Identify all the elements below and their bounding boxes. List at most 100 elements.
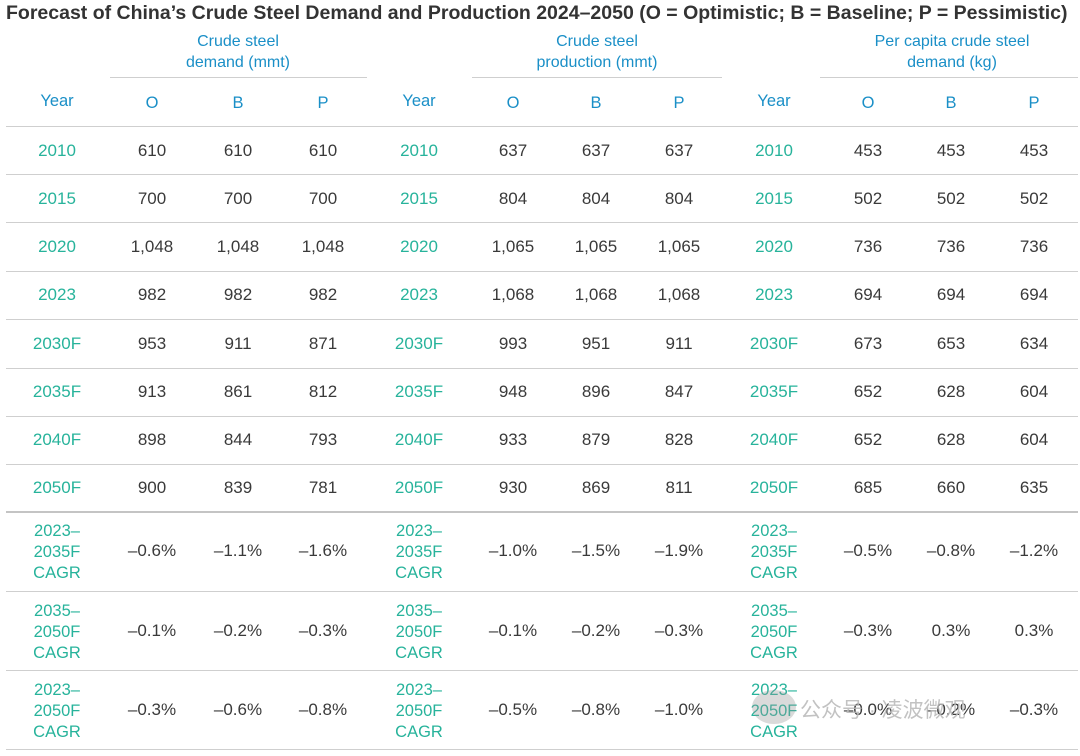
cagr-value-cell: –0.6% xyxy=(127,541,177,560)
row-divider xyxy=(6,222,1078,223)
value-cell: 911 xyxy=(665,334,693,353)
year-cell: 2030F xyxy=(749,334,799,353)
value-cell: 453 xyxy=(1019,141,1049,160)
value-cell: 628 xyxy=(936,430,966,449)
cagr-label-line: 2050F xyxy=(33,702,81,720)
value-cell: 628 xyxy=(936,382,966,401)
cagr-label-line: 2023– xyxy=(751,522,797,540)
value-cell: 736 xyxy=(936,237,966,256)
cagr-value-cell: –0.2% xyxy=(926,700,976,719)
cagr-value-cell: –0.0% xyxy=(843,700,893,719)
column-header-year: Year xyxy=(757,92,791,110)
value-cell: 1,048 xyxy=(130,237,174,256)
cagr-label-line: 2035F xyxy=(395,543,443,561)
value-cell: 1,065 xyxy=(491,237,535,256)
group-header-demand: Crude steel demand (mmt) xyxy=(108,31,368,73)
table-title: Forecast of China’s Crude Steel Demand a… xyxy=(6,2,1068,24)
row-divider xyxy=(6,464,1078,465)
year-cell: 2010 xyxy=(38,141,76,160)
value-cell: 637 xyxy=(581,141,611,160)
value-cell: 781 xyxy=(308,478,338,497)
value-cell: 502 xyxy=(1019,189,1049,208)
year-cell: 2050F xyxy=(394,478,444,497)
cagr-label-line: 2035– xyxy=(751,602,797,620)
year-cell: 2023 xyxy=(400,285,438,304)
column-header-year: Year xyxy=(40,92,74,110)
row-divider xyxy=(6,126,1078,127)
year-cell: 2030F xyxy=(394,334,444,353)
cagr-label: 2023– 2035F CAGR xyxy=(726,521,822,584)
cagr-label-line: 2023– xyxy=(396,681,442,699)
value-cell: 1,068 xyxy=(657,285,701,304)
value-cell: 635 xyxy=(1019,478,1049,497)
column-header-p: P xyxy=(673,94,685,112)
wechat-icon xyxy=(752,690,796,724)
year-cell: 2030F xyxy=(32,334,82,353)
cagr-label-line: CAGR xyxy=(33,644,81,662)
value-cell: 610 xyxy=(223,141,253,160)
cagr-label-line: CAGR xyxy=(395,723,443,741)
cagr-value-cell: –0.2% xyxy=(571,621,621,640)
value-cell: 637 xyxy=(498,141,528,160)
value-cell: 804 xyxy=(581,189,611,208)
year-cell: 2050F xyxy=(32,478,82,497)
group-header-line: demand (kg) xyxy=(907,54,997,71)
cagr-label: 2035– 2050F CAGR xyxy=(371,601,467,664)
value-cell: 1,065 xyxy=(574,237,618,256)
cagr-value-cell: –0.1% xyxy=(127,621,177,640)
cagr-label-line: 2023– xyxy=(751,681,797,699)
value-cell: 694 xyxy=(936,285,966,304)
column-header-b: B xyxy=(945,94,957,112)
cagr-value-cell: –1.0% xyxy=(654,700,704,719)
value-cell: 900 xyxy=(137,478,167,497)
row-divider xyxy=(6,368,1078,369)
cagr-value-cell: –1.1% xyxy=(213,541,263,560)
group-header-production: Crude steel production (mmt) xyxy=(472,31,722,73)
cagr-value-cell: –0.3% xyxy=(298,621,348,640)
value-cell: 610 xyxy=(137,141,167,160)
year-cell: 2010 xyxy=(400,141,438,160)
cagr-value-cell: –0.3% xyxy=(654,621,704,640)
row-divider xyxy=(6,591,1078,592)
row-divider xyxy=(6,271,1078,272)
row-divider xyxy=(6,319,1078,320)
cagr-label-line: CAGR xyxy=(33,564,81,582)
cagr-value-cell: –0.3% xyxy=(127,700,177,719)
value-cell: 879 xyxy=(581,430,611,449)
value-cell: 453 xyxy=(936,141,966,160)
cagr-label-line: CAGR xyxy=(395,564,443,582)
cagr-label-line: CAGR xyxy=(33,723,81,741)
cagr-label: 2035– 2050F CAGR xyxy=(9,601,105,664)
value-cell: 861 xyxy=(223,382,253,401)
watermark: 公众号 · 凌波微观 xyxy=(800,699,966,722)
year-cell: 2040F xyxy=(32,430,82,449)
value-cell: 812 xyxy=(308,382,338,401)
cagr-label-line: 2035F xyxy=(33,543,81,561)
cagr-value-cell: –1.2% xyxy=(1009,541,1059,560)
year-cell: 2020 xyxy=(400,237,438,256)
value-cell: 933 xyxy=(498,430,528,449)
value-cell: 930 xyxy=(498,478,528,497)
cagr-label-line: 2035– xyxy=(396,602,442,620)
value-cell: 913 xyxy=(137,382,167,401)
group-header-line: demand (mmt) xyxy=(185,54,291,71)
cagr-label-line: 2050F xyxy=(750,623,798,641)
value-cell: 982 xyxy=(308,285,338,304)
cagr-value-cell: –0.8% xyxy=(926,541,976,560)
value-cell: 871 xyxy=(308,334,338,353)
cagr-label-line: CAGR xyxy=(750,723,798,741)
cagr-value-cell: –0.5% xyxy=(488,700,538,719)
cagr-label-line: 2023– xyxy=(34,681,80,699)
cagr-value-cell: –0.1% xyxy=(488,621,538,640)
value-cell: 700 xyxy=(137,189,167,208)
value-cell: 982 xyxy=(223,285,253,304)
value-cell: 847 xyxy=(664,382,694,401)
cagr-label-line: 2050F xyxy=(750,702,798,720)
value-cell: 453 xyxy=(853,141,883,160)
group-underline-per-capita xyxy=(820,77,1078,78)
value-cell: 637 xyxy=(664,141,694,160)
year-cell: 2015 xyxy=(755,189,793,208)
year-cell: 2010 xyxy=(755,141,793,160)
year-cell: 2040F xyxy=(749,430,799,449)
cagr-label-line: 2023– xyxy=(396,522,442,540)
